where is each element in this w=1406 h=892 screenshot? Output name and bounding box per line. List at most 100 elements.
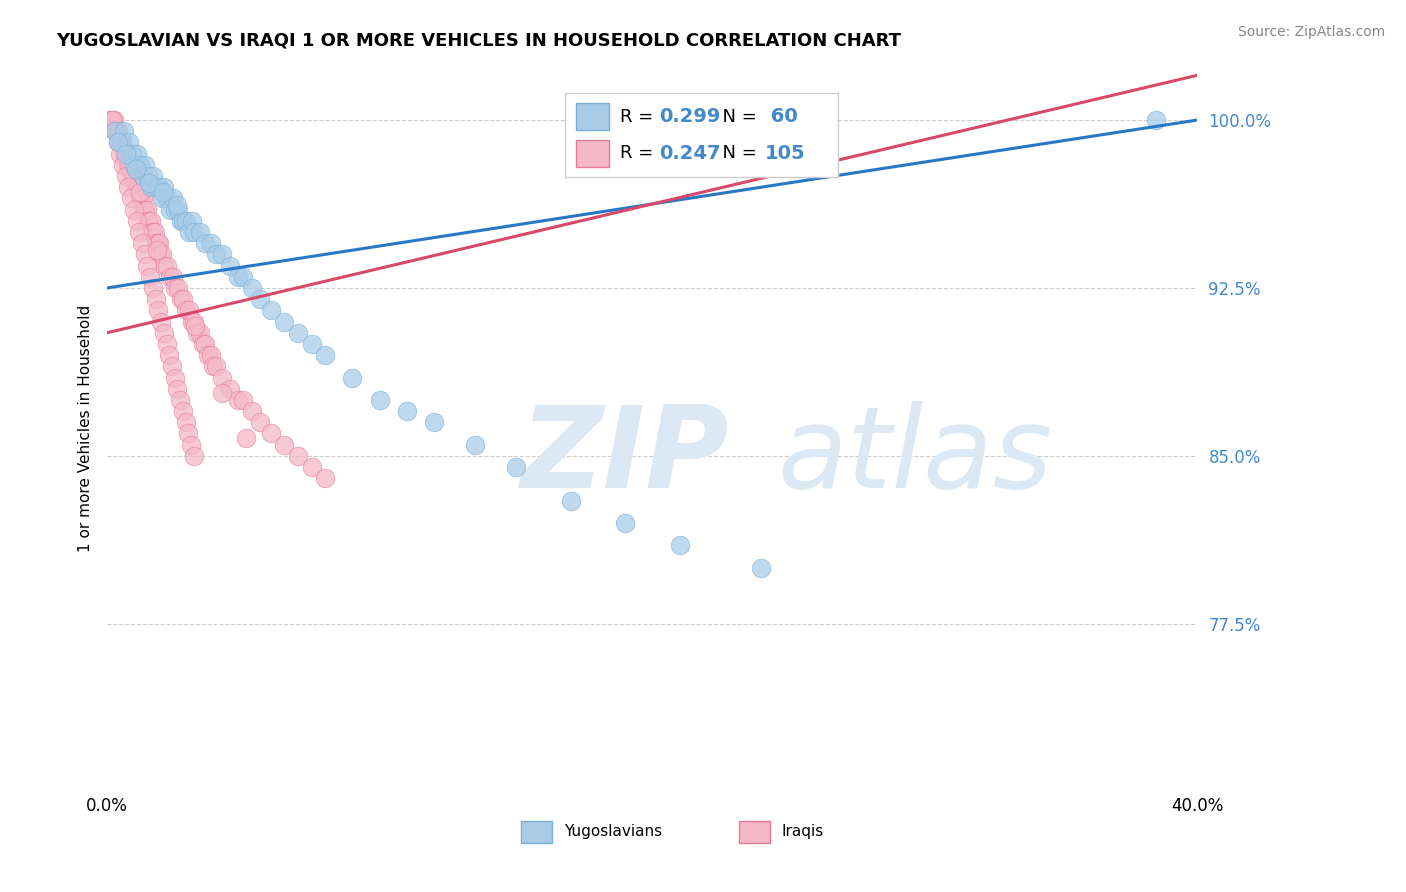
Point bbox=[121, 146, 143, 161]
Point bbox=[132, 202, 155, 217]
Point bbox=[232, 392, 254, 407]
Point bbox=[118, 158, 141, 172]
Text: 105: 105 bbox=[765, 144, 806, 163]
Point bbox=[668, 538, 690, 552]
Point bbox=[114, 169, 136, 183]
Point bbox=[111, 158, 134, 172]
Point bbox=[166, 382, 188, 396]
Point bbox=[240, 404, 263, 418]
Point bbox=[110, 136, 132, 150]
Point bbox=[136, 169, 159, 183]
Point bbox=[226, 269, 249, 284]
Point bbox=[423, 415, 446, 429]
Point bbox=[395, 404, 418, 418]
Point bbox=[177, 225, 200, 239]
Text: atlas: atlas bbox=[778, 401, 1053, 513]
Point bbox=[112, 124, 135, 138]
Point bbox=[166, 198, 188, 212]
Point bbox=[169, 392, 191, 407]
Point bbox=[121, 169, 143, 183]
Point bbox=[124, 158, 146, 172]
Point bbox=[235, 431, 257, 445]
Point bbox=[134, 158, 156, 172]
Point bbox=[117, 180, 139, 194]
Text: 60: 60 bbox=[765, 107, 799, 126]
Point bbox=[142, 281, 165, 295]
Point bbox=[153, 326, 176, 340]
Point bbox=[159, 202, 181, 217]
Point bbox=[112, 146, 135, 161]
Point bbox=[159, 269, 181, 284]
Point bbox=[107, 124, 129, 138]
Point bbox=[125, 180, 148, 194]
Point bbox=[150, 191, 173, 205]
Point bbox=[152, 185, 174, 199]
Point bbox=[128, 225, 150, 239]
Point bbox=[205, 247, 228, 261]
Point bbox=[165, 202, 187, 217]
Point bbox=[145, 243, 167, 257]
Text: Iraqis: Iraqis bbox=[782, 824, 824, 839]
Point bbox=[110, 136, 132, 150]
Point bbox=[205, 359, 228, 374]
Text: R =: R = bbox=[620, 145, 658, 162]
Point bbox=[174, 415, 197, 429]
Point bbox=[172, 292, 194, 306]
Point bbox=[153, 259, 176, 273]
Point bbox=[149, 247, 172, 261]
Point bbox=[105, 124, 128, 138]
Text: N =: N = bbox=[711, 145, 762, 162]
Point bbox=[150, 247, 173, 261]
Point bbox=[104, 124, 127, 138]
Point bbox=[167, 202, 190, 217]
Point bbox=[202, 359, 225, 374]
Point bbox=[180, 214, 202, 228]
Text: ZIP: ZIP bbox=[522, 401, 730, 513]
Point bbox=[108, 136, 131, 150]
Point bbox=[101, 113, 124, 128]
Text: 0.299: 0.299 bbox=[659, 107, 720, 126]
Point bbox=[186, 326, 208, 340]
Point bbox=[124, 169, 146, 183]
Point bbox=[120, 191, 142, 205]
Point bbox=[174, 303, 197, 318]
Point bbox=[184, 318, 207, 333]
Point bbox=[188, 326, 211, 340]
Point bbox=[160, 359, 183, 374]
Point bbox=[127, 146, 149, 161]
Point bbox=[183, 314, 205, 328]
Point bbox=[170, 292, 193, 306]
Point bbox=[129, 185, 152, 199]
Text: 0.247: 0.247 bbox=[659, 144, 720, 163]
Point bbox=[131, 236, 153, 251]
Point bbox=[136, 214, 159, 228]
Point bbox=[148, 236, 170, 251]
Point bbox=[260, 303, 283, 318]
Point bbox=[191, 337, 214, 351]
Point bbox=[139, 269, 162, 284]
Point bbox=[146, 236, 169, 251]
Point bbox=[148, 180, 170, 194]
Point bbox=[183, 225, 205, 239]
Text: R =: R = bbox=[620, 108, 658, 126]
Point bbox=[172, 214, 194, 228]
Point bbox=[314, 348, 336, 362]
Point bbox=[127, 180, 149, 194]
Point bbox=[200, 236, 222, 251]
Point bbox=[156, 191, 179, 205]
Point bbox=[145, 292, 167, 306]
Point bbox=[194, 337, 217, 351]
Point bbox=[107, 136, 129, 150]
Point bbox=[342, 370, 364, 384]
Point bbox=[211, 370, 233, 384]
Point bbox=[194, 236, 217, 251]
Point bbox=[128, 191, 150, 205]
Point bbox=[118, 136, 141, 150]
Point bbox=[120, 158, 142, 172]
Point bbox=[103, 113, 125, 128]
Text: Source: ZipAtlas.com: Source: ZipAtlas.com bbox=[1237, 25, 1385, 39]
Point bbox=[131, 191, 153, 205]
Point bbox=[314, 471, 336, 485]
Point bbox=[505, 460, 527, 475]
Point bbox=[162, 191, 184, 205]
